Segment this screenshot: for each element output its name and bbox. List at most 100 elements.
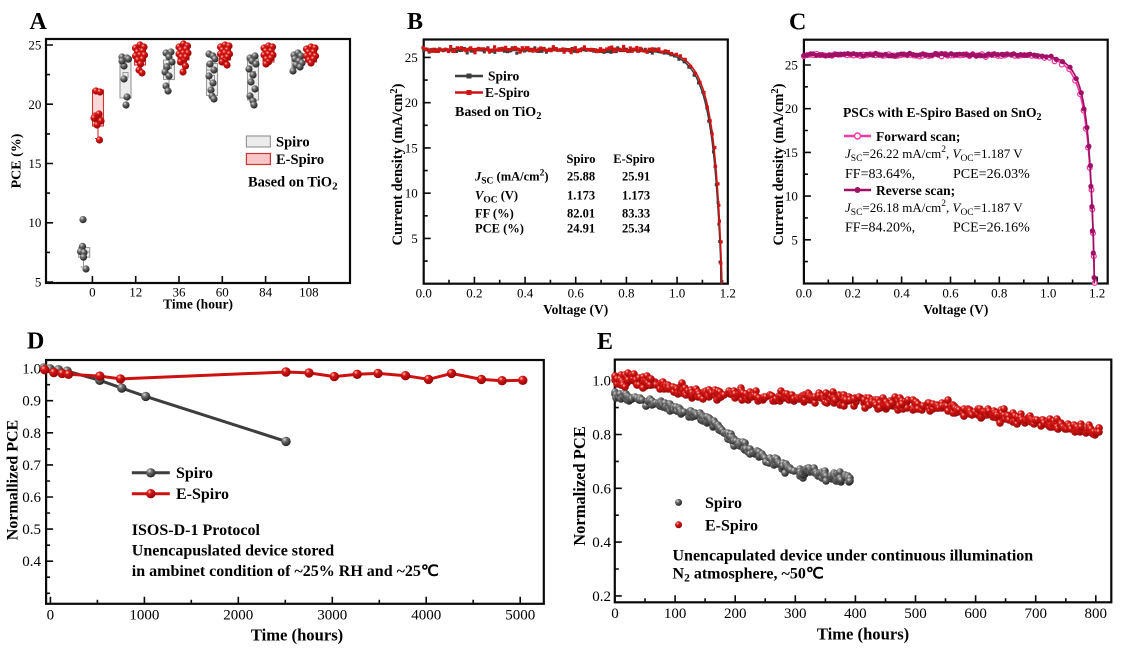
svg-text:PSCs with E-Spiro Based on Sn: PSCs with E-Spiro Based on SnO2 xyxy=(843,105,1042,123)
svg-text:12: 12 xyxy=(129,285,142,300)
svg-text:E-Spiro: E-Spiro xyxy=(613,152,654,166)
svg-text:24.91: 24.91 xyxy=(567,222,595,236)
svg-text:0.6: 0.6 xyxy=(568,286,585,301)
svg-text:ISOS-D-1 Protocol: ISOS-D-1 Protocol xyxy=(132,522,261,539)
svg-text:Spiro: Spiro xyxy=(176,465,213,482)
svg-text:PCE (%): PCE (%) xyxy=(475,222,524,236)
svg-text:Normalized PCE: Normalized PCE xyxy=(570,426,589,546)
svg-text:Spiro: Spiro xyxy=(567,152,596,166)
svg-text:E-Spiro: E-Spiro xyxy=(176,486,229,503)
svg-text:0.8: 0.8 xyxy=(592,428,611,444)
svg-text:20: 20 xyxy=(405,95,418,110)
svg-text:D: D xyxy=(27,329,44,355)
svg-text:Time (hour): Time (hour) xyxy=(163,297,233,312)
svg-text:FF=84.20%,: FF=84.20%, xyxy=(845,221,915,236)
svg-text:1.2: 1.2 xyxy=(1089,286,1105,301)
svg-text:0.2: 0.2 xyxy=(845,286,861,301)
svg-text:1000: 1000 xyxy=(129,608,159,624)
svg-text:Current density (mA/cm2): Current density (mA/cm2) xyxy=(770,83,787,245)
svg-text:Spiro: Spiro xyxy=(276,135,310,151)
svg-text:84: 84 xyxy=(259,285,273,300)
svg-text:1.173: 1.173 xyxy=(622,189,650,203)
svg-text:Reverse scan;: Reverse scan; xyxy=(876,183,955,198)
svg-text:200: 200 xyxy=(724,606,747,622)
svg-text:Spiro: Spiro xyxy=(488,69,520,84)
svg-text:PCE=26.16%: PCE=26.16% xyxy=(953,221,1030,236)
svg-text:15: 15 xyxy=(405,140,418,155)
svg-text:Based on TiO2: Based on TiO2 xyxy=(248,175,338,193)
svg-text:25.34: 25.34 xyxy=(622,222,651,236)
svg-text:25: 25 xyxy=(28,38,41,53)
svg-text:PCE (%): PCE (%) xyxy=(10,133,25,188)
svg-text:JSC=26.22 mA/cm2, VOC=1.187 V: JSC=26.22 mA/cm2, VOC=1.187 V xyxy=(845,145,1023,164)
svg-text:E-Spiro: E-Spiro xyxy=(705,518,758,535)
svg-text:JSC=26.18 mA/cm2, VOC=1.187 V: JSC=26.18 mA/cm2, VOC=1.187 V xyxy=(845,199,1023,218)
svg-text:800: 800 xyxy=(1085,606,1108,622)
svg-text:10: 10 xyxy=(785,189,798,204)
svg-text:0.2: 0.2 xyxy=(466,286,482,301)
svg-text:500: 500 xyxy=(904,606,927,622)
svg-text:10: 10 xyxy=(28,215,41,230)
svg-text:0.6: 0.6 xyxy=(592,481,611,497)
svg-text:3000: 3000 xyxy=(317,608,347,624)
svg-text:5: 5 xyxy=(791,232,798,247)
svg-text:15: 15 xyxy=(28,156,41,171)
svg-text:20: 20 xyxy=(28,97,41,112)
svg-text:25.91: 25.91 xyxy=(622,170,650,184)
svg-text:Spiro: Spiro xyxy=(705,495,742,512)
svg-text:25.88: 25.88 xyxy=(567,170,595,184)
svg-text:FF (%): FF (%) xyxy=(475,207,514,221)
svg-text:25: 25 xyxy=(785,58,798,73)
svg-text:E-Spiro: E-Spiro xyxy=(485,85,530,100)
svg-text:0.2: 0.2 xyxy=(592,589,611,605)
svg-text:N2 atmosphere, ~50℃: N2 atmosphere, ~50℃ xyxy=(673,566,824,585)
svg-text:Normallized PCE: Normallized PCE xyxy=(5,420,22,540)
svg-text:E-Spiro: E-Spiro xyxy=(276,152,324,168)
svg-text:Unencapuslated device stored: Unencapuslated device stored xyxy=(132,543,334,560)
svg-text:1.173: 1.173 xyxy=(567,189,595,203)
svg-text:Current density (mA/cm2): Current density (mA/cm2) xyxy=(389,83,406,245)
svg-text:300: 300 xyxy=(784,606,807,622)
svg-text:600: 600 xyxy=(964,606,987,622)
svg-text:A: A xyxy=(30,9,48,35)
svg-text:0.6: 0.6 xyxy=(22,490,41,506)
svg-text:JSC (mA/cm2): JSC (mA/cm2) xyxy=(474,169,549,187)
svg-text:0.0: 0.0 xyxy=(796,286,812,301)
svg-text:0.7: 0.7 xyxy=(22,458,41,474)
svg-text:36: 36 xyxy=(173,285,187,300)
svg-text:2000: 2000 xyxy=(223,608,253,624)
svg-text:B: B xyxy=(407,9,423,35)
svg-text:60: 60 xyxy=(216,285,229,300)
svg-text:1.0: 1.0 xyxy=(1040,286,1056,301)
svg-text:Voltage (V): Voltage (V) xyxy=(543,302,608,317)
svg-text:100: 100 xyxy=(664,606,687,622)
svg-text:15: 15 xyxy=(785,145,798,160)
svg-text:10: 10 xyxy=(405,186,418,201)
svg-text:PCE=26.03%: PCE=26.03% xyxy=(953,167,1030,182)
svg-text:0.4: 0.4 xyxy=(592,535,611,551)
svg-text:VOC (V): VOC (V) xyxy=(475,189,518,206)
svg-text:25: 25 xyxy=(405,50,418,65)
svg-text:Forward scan;: Forward scan; xyxy=(876,129,960,144)
svg-text:0.0: 0.0 xyxy=(416,286,432,301)
svg-text:5000: 5000 xyxy=(505,608,535,624)
svg-text:82.01: 82.01 xyxy=(567,207,595,221)
svg-text:Unencapulated device under con: Unencapulated device under continuous il… xyxy=(673,548,1034,565)
svg-text:0.5: 0.5 xyxy=(22,522,41,538)
svg-text:5: 5 xyxy=(411,231,418,246)
svg-text:0.6: 0.6 xyxy=(942,286,959,301)
svg-text:0: 0 xyxy=(89,285,96,300)
svg-text:400: 400 xyxy=(844,606,867,622)
svg-text:Based on TiO2: Based on TiO2 xyxy=(455,105,541,122)
svg-text:0.8: 0.8 xyxy=(618,286,634,301)
svg-text:1.2: 1.2 xyxy=(720,286,736,301)
svg-text:C: C xyxy=(789,10,806,36)
svg-text:0.8: 0.8 xyxy=(22,426,41,442)
svg-text:in ambinet condition of ~25% R: in ambinet condition of ~25% RH and ~25℃ xyxy=(132,563,439,580)
svg-text:83.33: 83.33 xyxy=(622,207,650,221)
svg-text:700: 700 xyxy=(1024,606,1047,622)
svg-text:E: E xyxy=(597,329,613,355)
svg-text:0.9: 0.9 xyxy=(22,394,41,410)
svg-text:108: 108 xyxy=(299,285,319,300)
svg-text:0.8: 0.8 xyxy=(991,286,1007,301)
